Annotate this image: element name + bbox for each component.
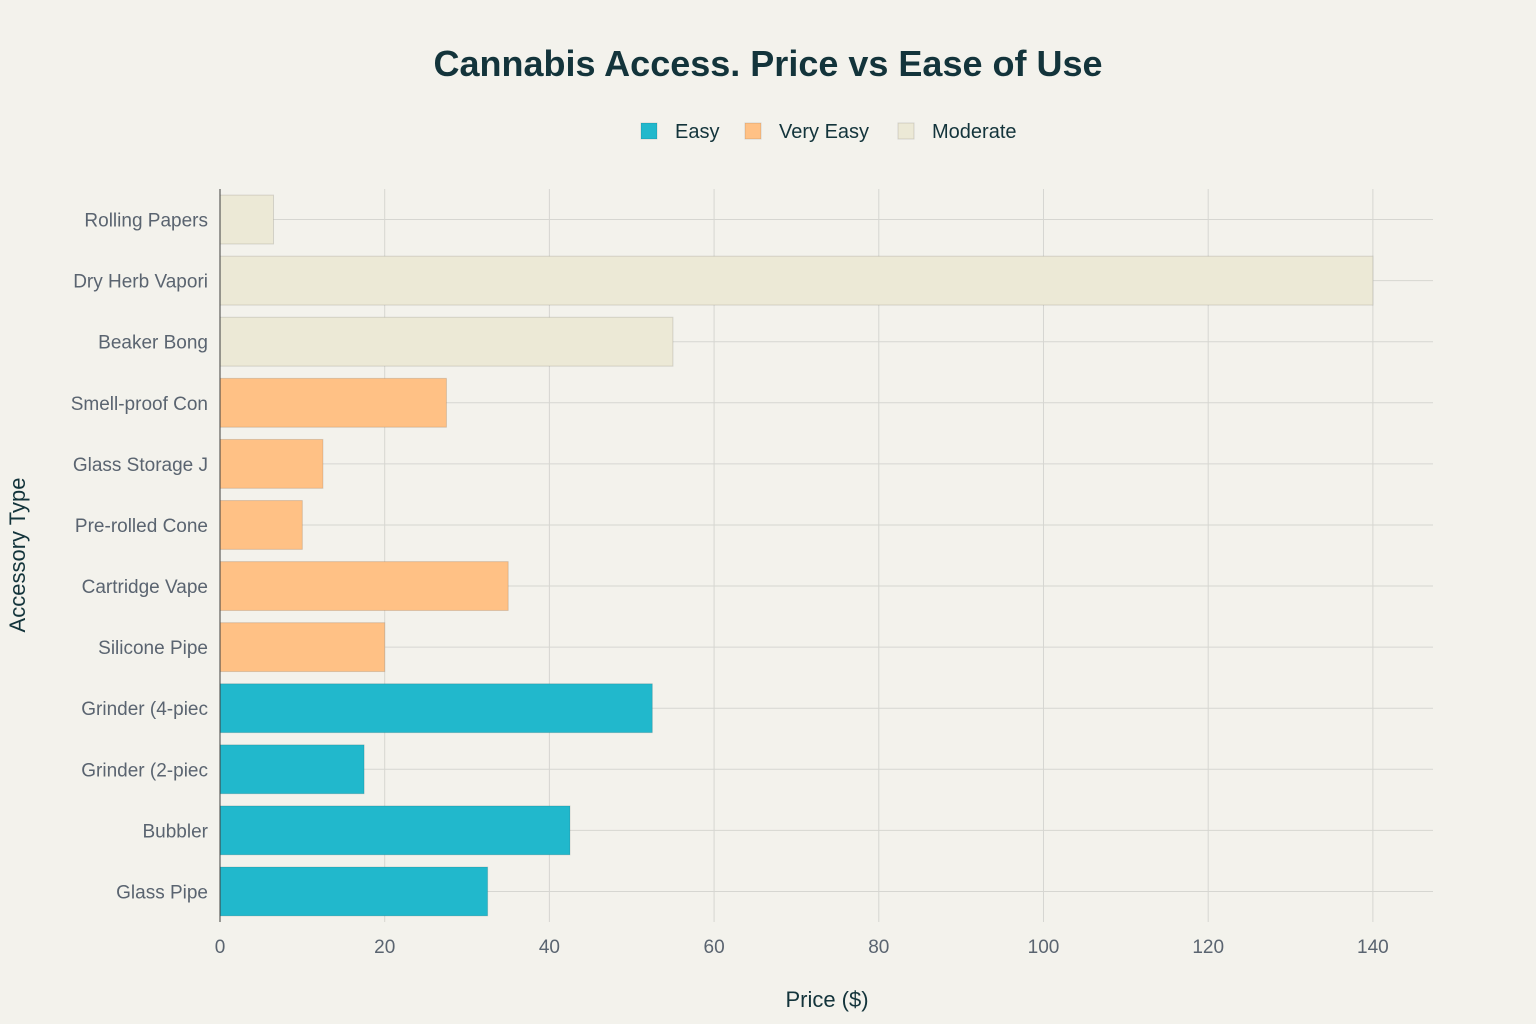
y-tick-label: Grinder (2-piec <box>81 760 208 781</box>
bar-dry-herb-vapori <box>219 255 1374 306</box>
y-tick-label: Bubbler <box>143 821 209 842</box>
chart-title: Cannabis Access. Price vs Ease of Use <box>433 43 1102 84</box>
x-tick-label: 0 <box>215 937 226 958</box>
x-tick-labels: 0 20 40 60 80 100 120 140 <box>215 937 1389 958</box>
legend-label-very-easy[interactable]: Very Easy <box>779 121 869 143</box>
bars <box>219 194 1374 917</box>
bar-smell-proof-con <box>219 377 447 428</box>
x-tick-label: 140 <box>1357 937 1389 958</box>
y-tick-label: Grinder (4-piec <box>81 699 208 720</box>
x-tick-label: 60 <box>704 937 725 958</box>
bar-grinder-2-piec <box>219 744 365 795</box>
x-tick-label: 40 <box>539 937 560 958</box>
y-tick-label: Cartridge Vape <box>82 577 208 598</box>
bar-glass-pipe <box>219 866 489 917</box>
y-tick-label: Beaker Bong <box>98 333 208 354</box>
x-tick-label: 20 <box>374 937 395 958</box>
y-axis-title: Accessory Type <box>5 478 30 633</box>
bar-glass-storage-j <box>219 438 324 489</box>
y-tick-label: Glass Storage J <box>73 455 208 476</box>
y-tick-label: Pre-rolled Cone <box>75 516 208 537</box>
legend-label-easy[interactable]: Easy <box>675 121 719 143</box>
bar-grinder-4-piec <box>219 683 653 734</box>
x-tick-label: 80 <box>868 937 889 958</box>
legend-swatch-very-easy[interactable] <box>744 122 762 140</box>
bar-beaker-bong <box>219 316 674 367</box>
legend: Easy Very Easy Moderate <box>640 121 1017 143</box>
y-tick-label: Smell-proof Con <box>71 394 208 415</box>
bar-silicone-pipe <box>219 622 386 673</box>
bar-pre-rolled-cone <box>219 500 303 550</box>
y-tick-label: Silicone Pipe <box>98 638 208 659</box>
legend-label-moderate[interactable]: Moderate <box>932 121 1017 143</box>
x-tick-label: 100 <box>1028 937 1060 958</box>
y-tick-label: Glass Pipe <box>116 882 208 903</box>
x-tick-label: 120 <box>1192 937 1224 958</box>
legend-swatch-moderate[interactable] <box>897 122 915 140</box>
y-tick-label: Rolling Papers <box>84 211 208 232</box>
y-tick-label: Dry Herb Vapori <box>73 272 208 293</box>
y-tick-labels: Rolling Papers Dry Herb Vapori Beaker Bong… <box>71 211 209 904</box>
x-axis-title: Price ($) <box>785 987 868 1012</box>
bar-cartridge-vape <box>219 561 509 611</box>
bar-bubbler <box>219 805 571 856</box>
legend-swatch-easy[interactable] <box>640 122 658 140</box>
bar-rolling-papers <box>219 194 275 245</box>
